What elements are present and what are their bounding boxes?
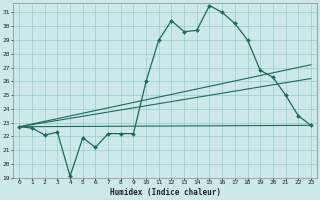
X-axis label: Humidex (Indice chaleur): Humidex (Indice chaleur) — [110, 188, 220, 197]
